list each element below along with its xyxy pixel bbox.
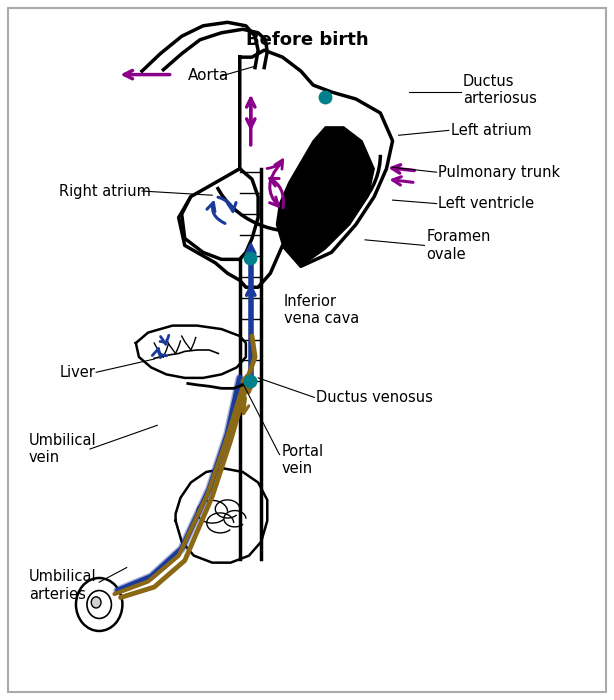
- Text: Liver: Liver: [60, 365, 95, 380]
- Text: Aorta: Aorta: [188, 69, 229, 83]
- Text: Inferior
vena cava: Inferior vena cava: [284, 294, 359, 326]
- Text: Left ventricle: Left ventricle: [438, 196, 535, 211]
- Polygon shape: [176, 468, 267, 563]
- Text: Pulmonary trunk: Pulmonary trunk: [438, 164, 561, 180]
- Text: Umbilical
vein: Umbilical vein: [29, 433, 96, 466]
- Text: Before birth: Before birth: [246, 31, 368, 49]
- Polygon shape: [182, 169, 258, 260]
- Polygon shape: [136, 326, 246, 378]
- Text: Umbilical
arteries: Umbilical arteries: [29, 570, 96, 602]
- Polygon shape: [179, 50, 392, 287]
- Text: Ductus
arteriosus: Ductus arteriosus: [463, 74, 537, 106]
- Text: Foramen
ovale: Foramen ovale: [426, 229, 491, 262]
- Text: Right atrium: Right atrium: [60, 183, 151, 199]
- Text: Ductus venosus: Ductus venosus: [316, 390, 433, 405]
- Text: Portal
vein: Portal vein: [281, 444, 324, 477]
- Text: Left atrium: Left atrium: [451, 123, 531, 138]
- Polygon shape: [276, 127, 375, 266]
- Circle shape: [91, 597, 101, 608]
